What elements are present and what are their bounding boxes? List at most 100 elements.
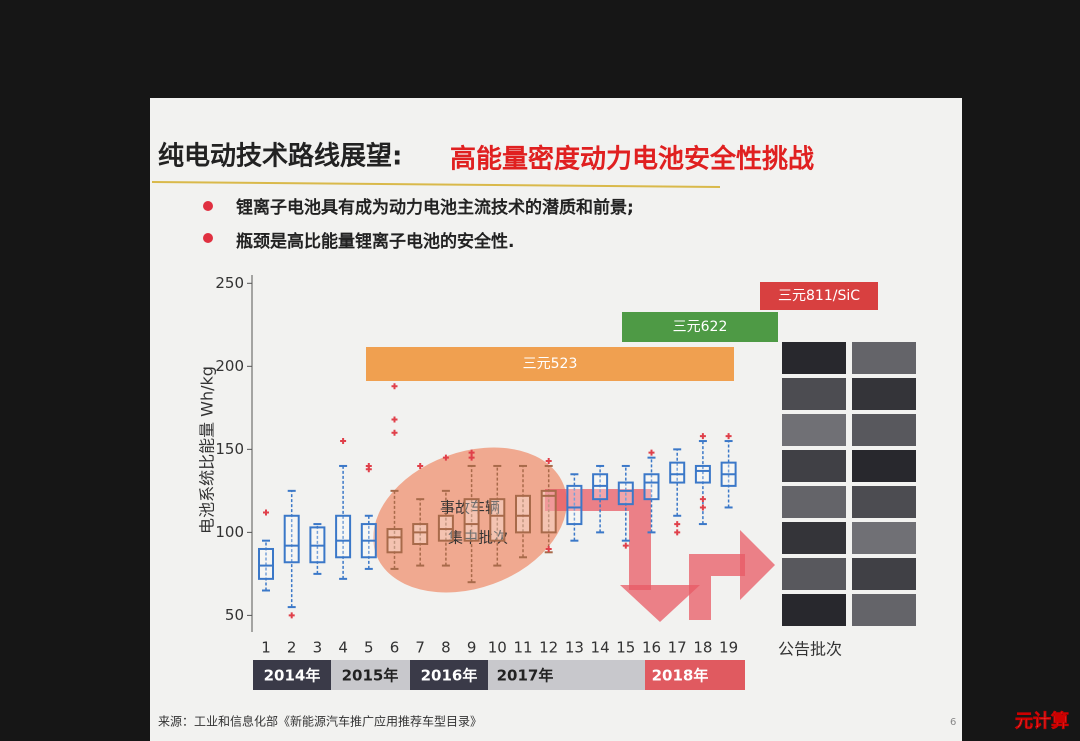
outlier [340, 438, 347, 445]
page-number: 6 [950, 717, 956, 728]
tag-label: 三元622 [673, 319, 728, 335]
photo [852, 342, 916, 374]
outlier [288, 612, 295, 619]
outlier [622, 542, 629, 549]
box [643, 473, 660, 501]
photo [782, 342, 846, 374]
slide-title: 纯电动技术路线展望: [158, 141, 402, 172]
tag-label: 三元811/SiC [778, 288, 860, 304]
annotation: 事故车辆 [440, 499, 500, 517]
x-tick-label: 10 [488, 639, 507, 657]
photo-grid [782, 342, 916, 626]
box [283, 514, 300, 564]
y-tick-label: 50 [225, 606, 244, 624]
photo [852, 522, 916, 554]
x-tick-label: 17 [668, 639, 687, 657]
photo [782, 414, 846, 446]
x-tick-label: 15 [616, 639, 635, 657]
outlier [391, 383, 398, 390]
photo [782, 450, 846, 482]
photo [852, 558, 916, 590]
x-tick-label: 2 [287, 639, 297, 657]
bullet-dot [203, 201, 213, 211]
tag-bar [760, 282, 878, 310]
year-label: 2018年 [652, 667, 709, 685]
tag-bar [366, 347, 734, 381]
year-label: 2016年 [421, 667, 478, 685]
arrow [545, 489, 651, 590]
watermark: 元计算 [1015, 710, 1069, 732]
box [258, 547, 274, 580]
outlier [699, 504, 706, 511]
highlight-blob [373, 447, 567, 593]
box [617, 481, 634, 506]
arrow [689, 554, 745, 620]
outlier [699, 496, 706, 503]
x-tick-label: 19 [719, 639, 738, 657]
photo [782, 594, 846, 626]
year-band [488, 660, 645, 690]
box [489, 498, 506, 542]
box [463, 498, 480, 542]
x-tick-label: 18 [693, 639, 712, 657]
photo [782, 378, 846, 410]
outlier [699, 433, 706, 440]
x-tick-label: 5 [364, 639, 374, 657]
outlier [391, 429, 398, 436]
year-band [253, 660, 331, 690]
slide-title-highlight: 高能量密度动力电池安全性挑战 [450, 144, 814, 175]
title-rule [151, 181, 721, 188]
photo [782, 522, 846, 554]
outlier [725, 433, 732, 440]
outlier [417, 462, 424, 469]
bullet: 瓶颈是高比能量锂离子电池的安全性. [236, 231, 514, 252]
outlier [674, 529, 681, 536]
x-tick-label: 1 [261, 639, 271, 657]
tag-bar [622, 312, 778, 342]
x-tick-label: 12 [539, 639, 558, 657]
x-tick-label: 9 [467, 639, 477, 657]
outlier [442, 454, 449, 461]
year-band [331, 660, 410, 690]
x-tick-label: 14 [591, 639, 610, 657]
arrow-head [740, 530, 775, 600]
photo [852, 594, 916, 626]
box [540, 489, 557, 534]
year-label: 2014年 [264, 667, 321, 685]
y-tick-label: 100 [215, 523, 244, 541]
box [694, 464, 711, 484]
year-label: 2015年 [342, 667, 399, 685]
x-tick-label: 8 [441, 639, 451, 657]
year-band [410, 660, 488, 690]
y-tick-label: 250 [215, 274, 244, 292]
box [412, 523, 429, 545]
outlier [674, 521, 681, 528]
outlier [648, 449, 655, 456]
box [335, 514, 352, 559]
bullet: 锂离子电池具有成为动力电池主流技术的潜质和前景; [236, 197, 634, 218]
x-tick-label: 16 [642, 639, 661, 657]
source: 来源：工业和信息化部《新能源汽车推广应用推荐车型目录》 [158, 714, 482, 729]
x-tick-label: 13 [565, 639, 584, 657]
y-tick-label: 150 [215, 440, 244, 458]
bullet-dot [203, 233, 213, 243]
box [669, 461, 686, 484]
x-tick-label: 7 [415, 639, 425, 657]
x-tick-label: 3 [313, 639, 323, 657]
photo [852, 414, 916, 446]
photo [782, 558, 846, 590]
outlier [545, 545, 552, 552]
tag-label: 三元523 [523, 356, 578, 372]
y-axis-label: 电池系统比能量 Wh/kg [198, 366, 217, 534]
year-band [645, 660, 745, 690]
outlier [365, 462, 372, 469]
box [566, 484, 583, 526]
year-label: 2017年 [497, 667, 554, 685]
x-axis-label: 公告批次 [778, 640, 842, 659]
photo [852, 486, 916, 518]
box [515, 494, 531, 534]
photo [852, 450, 916, 482]
photo [782, 486, 846, 518]
outlier [468, 449, 475, 456]
